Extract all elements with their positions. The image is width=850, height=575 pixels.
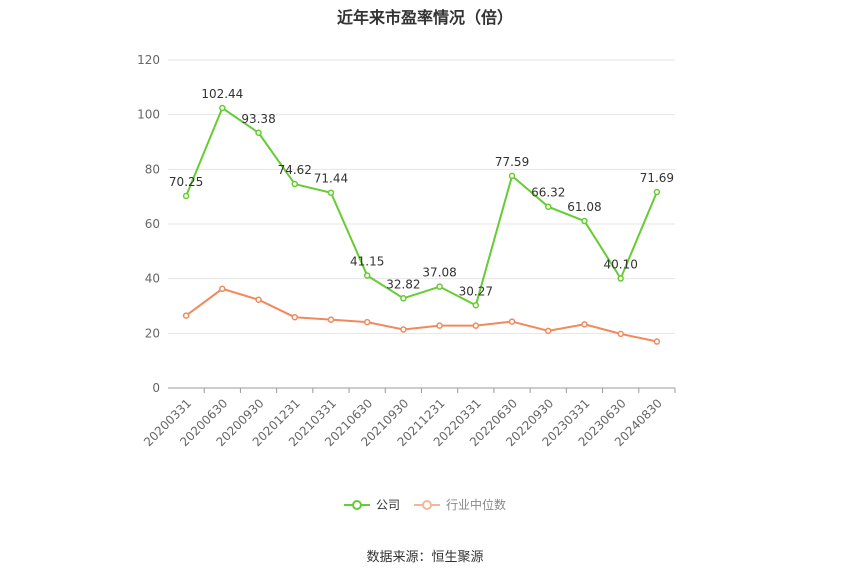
data-label-company: 66.32	[531, 186, 565, 200]
data-point-company[interactable]	[327, 189, 335, 196]
legend-item-industry[interactable]: 行业中位数	[414, 496, 506, 513]
data-point-industry[interactable]	[617, 330, 624, 338]
data-point-company[interactable]	[291, 180, 298, 188]
data-point-industry[interactable]	[255, 296, 262, 303]
data-point-industry[interactable]	[400, 326, 407, 333]
data-label-company: 40.10	[603, 257, 637, 271]
data-point-company[interactable]	[400, 295, 407, 302]
y-tick-label: 20	[145, 326, 160, 340]
y-tick-label: 0	[152, 381, 160, 395]
y-tick-label: 80	[145, 162, 160, 176]
data-point-company[interactable]	[508, 172, 516, 180]
data-point-industry[interactable]	[363, 318, 371, 326]
data-point-company[interactable]	[219, 104, 226, 112]
legend: 公司 行业中位数	[0, 496, 850, 513]
data-point-company[interactable]	[472, 302, 480, 309]
legend-label-company: 公司	[375, 498, 400, 512]
series-line-industry	[185, 287, 658, 343]
data-label-company: 37.08	[422, 266, 456, 280]
data-point-company[interactable]	[545, 203, 552, 210]
data-point-industry[interactable]	[182, 312, 190, 319]
series-line-company	[185, 106, 658, 307]
data-point-industry[interactable]	[581, 321, 588, 328]
data-label-company: 32.82	[386, 277, 420, 291]
data-label-company: 61.08	[567, 200, 601, 214]
legend-label-industry: 行业中位数	[446, 498, 507, 512]
data-point-company[interactable]	[581, 217, 588, 225]
data-point-company[interactable]	[436, 283, 443, 290]
data-point-company[interactable]	[182, 192, 190, 200]
data-label-company: 41.15	[350, 255, 384, 269]
data-point-company[interactable]	[653, 188, 661, 196]
data-label-company: 102.44	[201, 87, 243, 101]
legend-item-company[interactable]: 公司	[343, 496, 400, 513]
legend-swatch-industry	[414, 499, 440, 510]
data-point-company[interactable]	[363, 272, 371, 279]
chart-title: 近年来市盈率情况（倍）	[336, 8, 513, 27]
data-point-industry[interactable]	[545, 327, 552, 335]
data-label-company: 71.44	[314, 172, 348, 186]
legend-swatch-company	[343, 499, 370, 510]
data-point-company[interactable]	[617, 275, 624, 282]
data-point-industry[interactable]	[219, 285, 226, 293]
data-label-company: 30.27	[459, 284, 493, 298]
data-label-company: 70.25	[169, 175, 203, 189]
data-label-company: 93.38	[241, 112, 275, 126]
data-point-industry[interactable]	[653, 338, 661, 345]
data-source: 数据来源：恒生聚源	[366, 550, 484, 565]
y-tick-label: 100	[137, 108, 160, 122]
data-point-industry[interactable]	[291, 313, 298, 321]
data-point-company[interactable]	[255, 129, 262, 137]
data-point-industry[interactable]	[436, 322, 443, 329]
data-point-industry[interactable]	[508, 318, 516, 325]
data-label-company: 71.69	[640, 171, 674, 185]
data-point-industry[interactable]	[472, 322, 480, 329]
y-tick-label: 120	[137, 53, 160, 67]
data-label-company: 77.59	[495, 155, 529, 169]
y-tick-label: 40	[145, 272, 160, 286]
data-label-company: 74.62	[278, 163, 312, 177]
data-point-industry[interactable]	[327, 316, 335, 323]
y-tick-label: 60	[145, 217, 160, 231]
